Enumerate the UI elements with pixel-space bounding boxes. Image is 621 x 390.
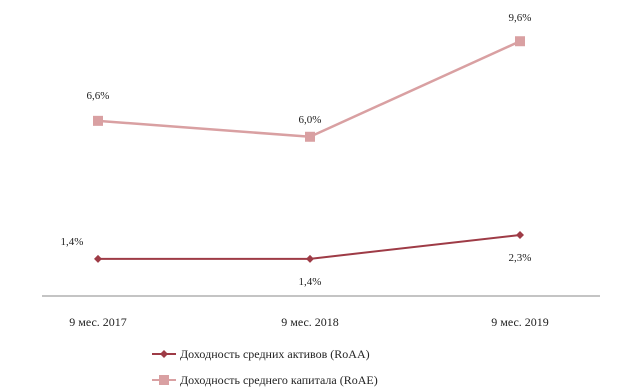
x-tick-label: 9 мес. 2018 [281,315,339,329]
x-tick-labels: 9 мес. 2017 9 мес. 2018 9 мес. 2019 [69,315,549,329]
data-label-roaa: 1,4% [61,236,84,248]
legend-marker-roaa [160,350,168,358]
legend-label-roae: Доходность среднего капитала (RoAE) [180,373,378,387]
data-label-roae: 6,6% [87,90,110,102]
legend-label-roaa: Доходность средних активов (RoAA) [180,347,370,361]
data-label-roae: 9,6% [509,12,532,24]
marker-roaa [94,254,102,263]
marker-roaa [306,254,314,263]
x-tick-label: 9 мес. 2019 [491,315,549,329]
data-label-roaa: 2,3% [509,252,532,264]
legend: Доходность средних активов (RoAA) Доходно… [152,347,378,387]
x-tick-label: 9 мес. 2017 [69,315,127,329]
marker-roae [515,36,525,47]
marker-roae [305,131,315,142]
data-label-roaa: 1,4% [299,276,322,288]
marker-roaa [516,230,524,239]
legend-marker-roae [159,375,169,385]
marker-roae [93,115,103,126]
series-layer: 1,4% 1,4% 2,3% 6,6% 6,0% 9,6% [61,12,532,288]
series-line-roaa [98,233,521,260]
data-label-roae: 6,0% [299,114,322,126]
